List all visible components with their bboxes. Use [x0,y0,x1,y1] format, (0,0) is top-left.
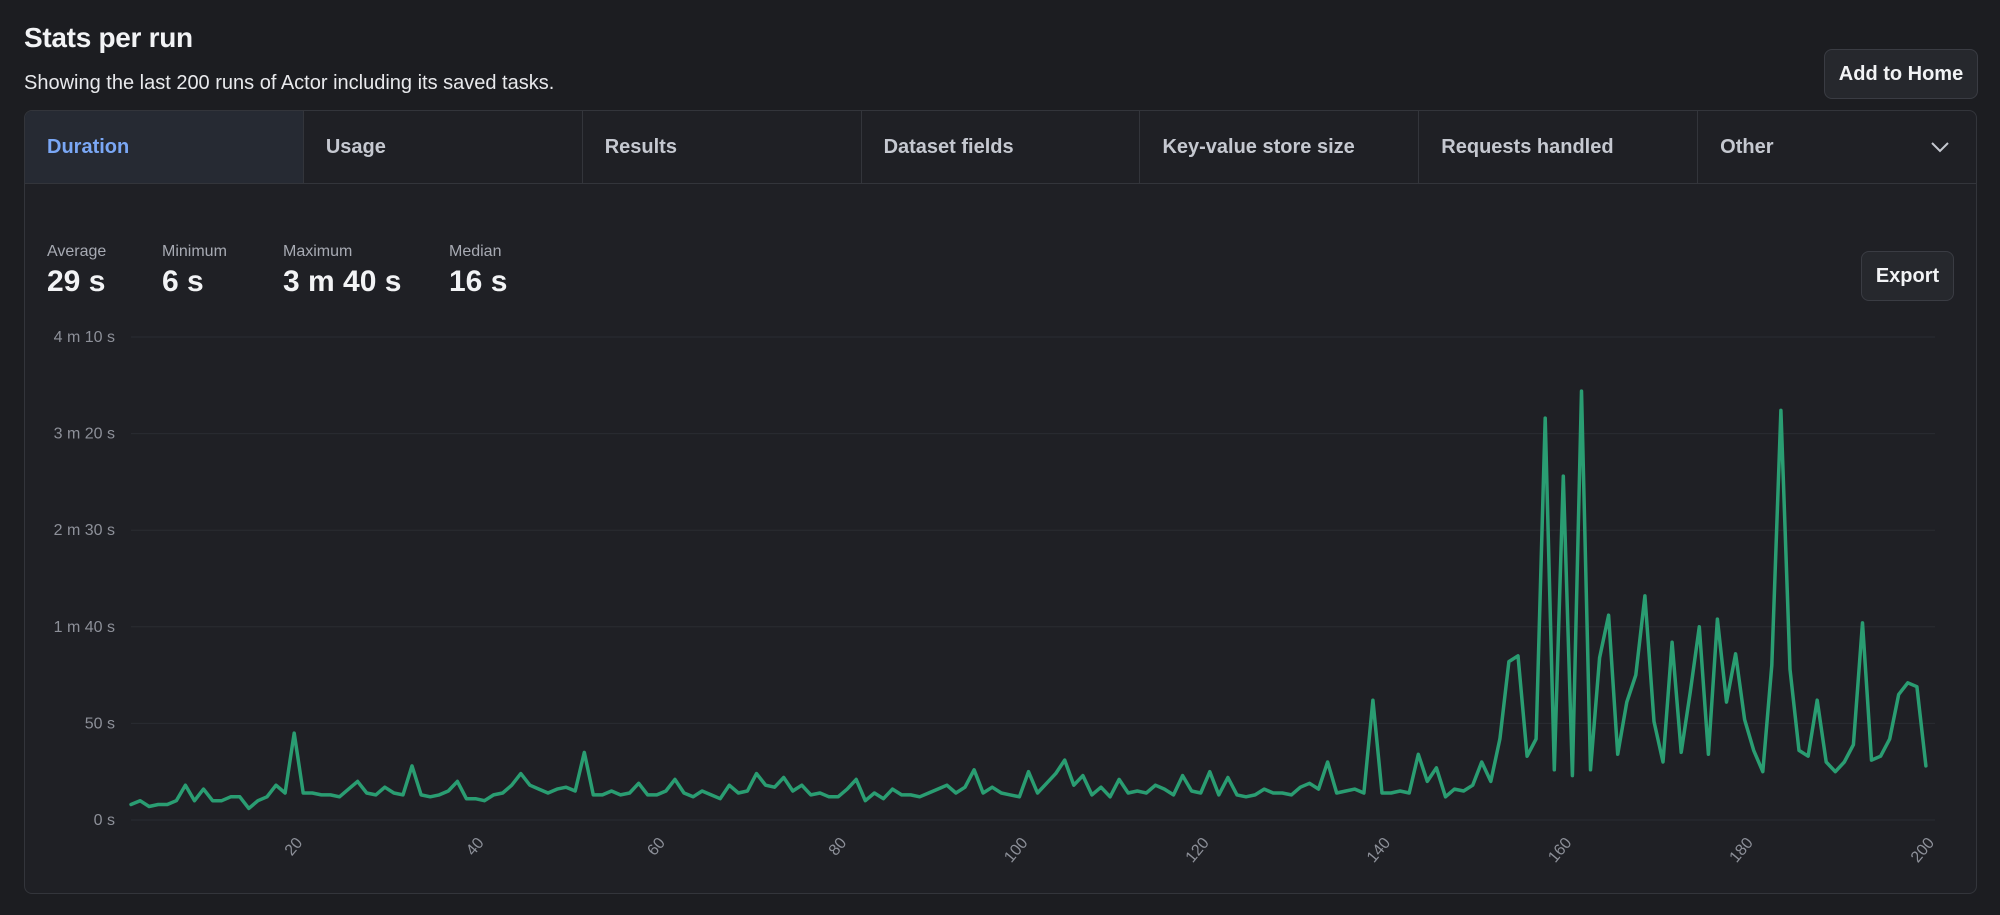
tab-label: Key-value store size [1162,135,1355,158]
tab-label: Usage [325,135,386,158]
tab-label: Other [1720,135,1774,158]
x-tick-label: 60 [644,835,669,860]
stat-value: 29 s [47,265,106,298]
x-tick-label: 180 [1727,835,1757,866]
stat-value: 6 s [162,265,204,298]
stat-maximum: Maximum 3 m 40 s [283,243,401,299]
y-tick-label: 0 s [94,812,115,829]
y-tick-label: 4 m 10 s [54,329,115,346]
x-tick-label: 200 [1908,835,1938,866]
tab-duration[interactable]: Duration [25,111,304,183]
tab-requests-handled[interactable]: Requests handled [1419,111,1699,183]
export-button[interactable]: Export [1861,251,1954,301]
stat-label: Average [47,243,107,260]
x-tick-label: 120 [1183,835,1213,866]
tab-results[interactable]: Results [583,111,862,183]
add-to-home-button[interactable]: Add to Home [1824,49,1978,99]
x-tick-label: 140 [1364,835,1394,866]
stat-minimum: Minimum 6 s [162,243,227,299]
duration-series-line [129,389,1928,811]
stat-label: Median [449,243,502,260]
x-tick-label: 160 [1545,835,1575,866]
tab-other[interactable]: Other [1698,111,1976,183]
stat-median: Median 16 s [449,243,507,299]
stat-average: Average 29 s [47,243,106,299]
y-tick-label: 50 s [85,715,115,732]
x-tick-label: 100 [1001,835,1031,866]
tab-key-value-store-size[interactable]: Key-value store size [1140,111,1420,183]
page-subtitle: Showing the last 200 runs of Actor inclu… [24,72,555,94]
y-tick-label: 3 m 20 s [54,426,115,443]
x-tick-label: 40 [463,835,488,860]
tab-label: Duration [47,135,130,158]
y-tick-label: 2 m 30 s [54,522,115,539]
stat-value: 16 s [449,265,508,298]
x-tick-label: 20 [282,835,307,860]
tab-label: Results [604,135,677,158]
tab-label: Requests handled [1441,135,1614,158]
tab-dataset-fields[interactable]: Dataset fields [862,111,1141,183]
chevron-down-icon [1931,142,1949,153]
stats-panel: Duration Usage Results Dataset fields Ke… [24,110,1977,894]
x-tick-label: 80 [826,835,851,860]
tab-usage[interactable]: Usage [304,111,583,183]
stat-label: Maximum [283,243,353,260]
y-tick-label: 1 m 40 s [54,619,115,636]
stat-label: Minimum [162,243,227,260]
metric-tabs: Duration Usage Results Dataset fields Ke… [25,111,1976,184]
page-title: Stats per run [24,22,193,53]
stat-value: 3 m 40 s [283,265,402,298]
duration-chart: 0 s 50 s 1 m 40 s 2 m 30 s 3 m 20 s 4 m 10 s 2… [54,329,1938,866]
tab-label: Dataset fields [883,135,1014,158]
